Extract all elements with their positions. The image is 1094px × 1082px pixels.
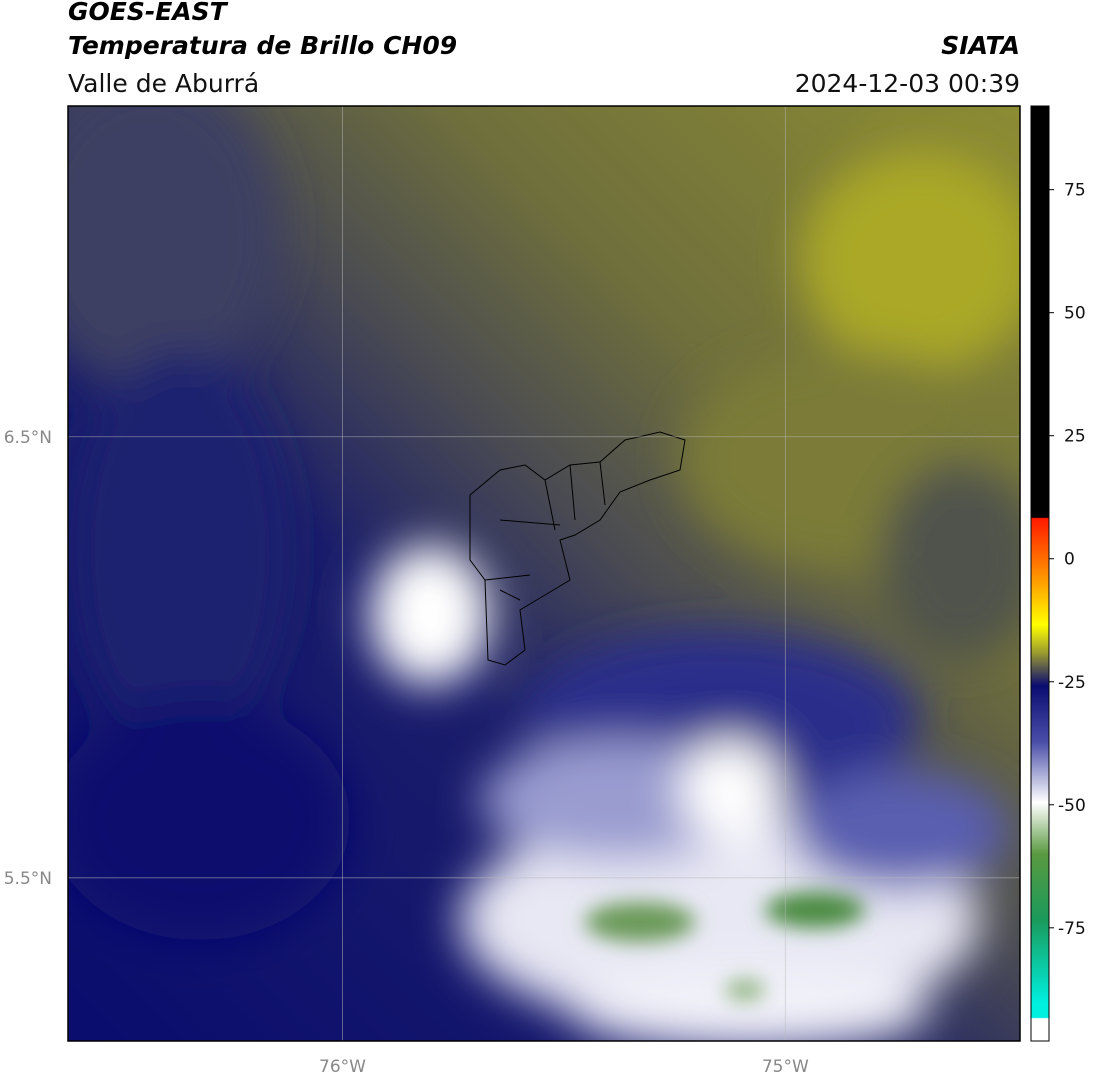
- colorbar: [1030, 105, 1050, 1042]
- colorbar-tick-label: -75: [1058, 919, 1086, 939]
- title: GOES-EAST: [68, 0, 229, 26]
- colorbar-tick-label: 0: [1064, 550, 1075, 570]
- region: Valle de Aburrá: [68, 69, 259, 98]
- timestamp: 2024-12-03 00:39: [795, 69, 1020, 98]
- lon-tick-label: 75°W: [762, 1057, 809, 1077]
- map-frame: [67, 105, 1021, 1042]
- lat-tick-label: 6.5°N: [4, 428, 52, 448]
- satellite-image: [68, 106, 1020, 1041]
- valley-outline: [469, 431, 686, 666]
- lon-tick-label: 76°W: [319, 1057, 366, 1077]
- colorbar-tick-label: 25: [1064, 427, 1086, 447]
- colorbar-tick-label: 50: [1064, 304, 1086, 324]
- source: SIATA: [941, 31, 1020, 60]
- colorbar-tick-label: -50: [1058, 796, 1086, 816]
- colorbar-tick-label: 75: [1064, 181, 1086, 201]
- lat-tick-label: 5.5°N: [4, 869, 52, 889]
- colorbar-tick-label: -25: [1058, 673, 1086, 693]
- subtitle: Temperatura de Brillo CH09: [68, 31, 457, 60]
